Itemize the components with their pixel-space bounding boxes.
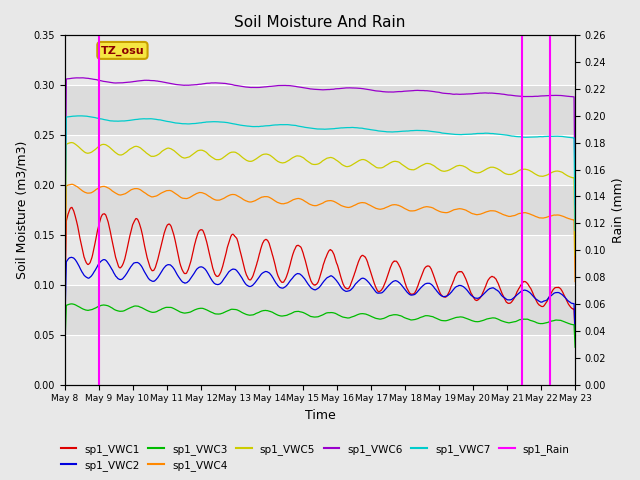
Title: Soil Moisture And Rain: Soil Moisture And Rain [234, 15, 406, 30]
Legend: sp1_VWC1, sp1_VWC2, sp1_VWC3, sp1_VWC4, sp1_VWC5, sp1_VWC6, sp1_VWC7, sp1_Rain: sp1_VWC1, sp1_VWC2, sp1_VWC3, sp1_VWC4, … [56, 439, 574, 475]
Bar [65, 335, 575, 384]
X-axis label: Time: Time [305, 409, 335, 422]
Bar [65, 85, 575, 135]
Bar [65, 135, 575, 185]
Text: TZ_osu: TZ_osu [100, 45, 144, 56]
Y-axis label: Rain (mm): Rain (mm) [612, 177, 625, 243]
Bar [65, 235, 575, 285]
Bar [65, 36, 575, 85]
Bar [65, 285, 575, 335]
Bar [65, 185, 575, 235]
Y-axis label: Soil Moisture (m3/m3): Soil Moisture (m3/m3) [15, 141, 28, 279]
